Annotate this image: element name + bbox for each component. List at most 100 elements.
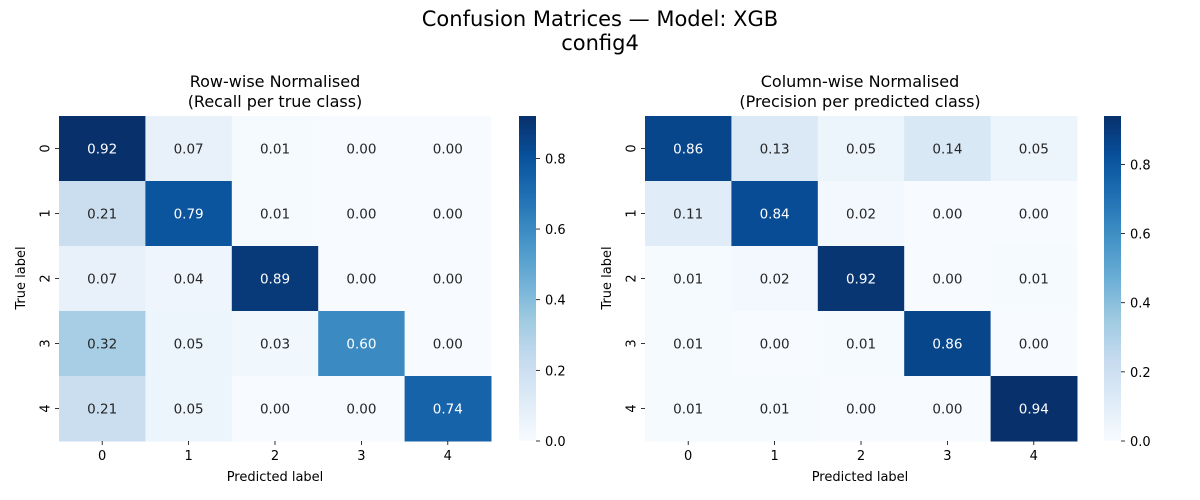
precision-colorbar-tick-label-0.0: 0.0 <box>1130 435 1151 450</box>
recall-heatmap-title-line1: Row-wise Normalised <box>190 72 361 91</box>
precision-cell-label-r4-c0: 0.01 <box>673 402 703 418</box>
recall-colorbar-tick-label-0.6: 0.6 <box>545 223 566 238</box>
precision-cell-label-r0-c4: 0.05 <box>1019 142 1049 158</box>
recall-heatmap-xlabel: Predicted label <box>227 470 324 485</box>
precision-heatmap-panel: Column-wise Normalised (Precision per pr… <box>600 72 1151 485</box>
precision-cell-label-r4-c2: 0.00 <box>846 402 876 418</box>
recall-colorbar <box>519 116 536 441</box>
recall-colorbar-tick-label-0.4: 0.4 <box>545 294 566 309</box>
recall-cell-r3-c1 <box>145 311 233 377</box>
recall-y-tick-label-3: 3 <box>39 339 54 347</box>
precision-cell-label-r4-c4: 0.94 <box>1019 402 1049 418</box>
precision-cell-r3-c0 <box>645 311 732 377</box>
precision-colorbar-tick-label-0.2: 0.2 <box>1130 366 1151 381</box>
precision-cell-label-r2-c2: 0.92 <box>846 272 876 288</box>
recall-cell-r1-c0 <box>59 181 146 247</box>
precision-cell-r4-c0 <box>645 376 732 442</box>
recall-cell-label-r4-c0: 0.21 <box>87 402 117 418</box>
recall-cell-r3-c4 <box>404 311 492 377</box>
recall-cell-label-r4-c3: 0.00 <box>346 402 376 418</box>
precision-cell-label-r1-c0: 0.11 <box>673 207 703 223</box>
precision-cell-r1-c0 <box>645 181 732 247</box>
precision-cell-label-r0-c2: 0.05 <box>846 142 876 158</box>
recall-heatmap-y-ticks: 0 1 2 3 4 <box>39 144 59 413</box>
precision-cell-r3-c1 <box>731 311 819 377</box>
recall-cell-r4-c1 <box>145 376 233 442</box>
precision-colorbar-tick-label-0.6: 0.6 <box>1130 228 1151 243</box>
precision-cell-r0-c2 <box>817 116 905 182</box>
recall-cell-r4-c2 <box>231 376 319 442</box>
precision-y-tick-label-4: 4 <box>625 404 640 412</box>
recall-cell-label-r4-c1: 0.05 <box>174 402 204 418</box>
recall-x-tick-label-3: 3 <box>357 449 365 464</box>
precision-x-tick-label-1: 1 <box>770 449 778 464</box>
recall-cell-r0-c1 <box>145 116 233 182</box>
recall-y-tick-label-0: 0 <box>39 144 54 152</box>
precision-y-tick-label-0: 0 <box>625 144 640 152</box>
precision-cell-label-r4-c1: 0.01 <box>760 402 790 418</box>
recall-cell-r2-c0 <box>59 246 146 312</box>
recall-cell-r2-c4 <box>404 246 492 312</box>
precision-cell-label-r1-c2: 0.02 <box>846 207 876 223</box>
precision-colorbar-tick-label-0.4: 0.4 <box>1130 297 1151 312</box>
recall-cell-r2-c2 <box>231 246 319 312</box>
recall-cell-label-r4-c4: 0.74 <box>433 402 463 418</box>
recall-colorbar-ticks: 0.0 0.2 0.4 0.6 0.8 <box>536 152 566 450</box>
precision-cell-label-r0-c1: 0.13 <box>760 142 790 158</box>
recall-cell-r3-c2 <box>231 311 319 377</box>
precision-colorbar-ticks: 0.0 0.2 0.4 0.6 0.8 <box>1121 158 1151 450</box>
precision-cell-r0-c3 <box>904 116 992 182</box>
precision-cell-r2-c3 <box>904 246 992 312</box>
recall-cell-label-r3-c3: 0.60 <box>346 337 376 353</box>
precision-cell-label-r3-c0: 0.01 <box>673 337 703 353</box>
recall-cell-r0-c0 <box>59 116 146 182</box>
precision-cell-r4-c3 <box>904 376 992 442</box>
recall-cell-label-r0-c3: 0.00 <box>346 142 376 158</box>
precision-x-tick-label-2: 2 <box>857 449 865 464</box>
recall-y-tick-label-2: 2 <box>39 274 54 282</box>
recall-cell-label-r0-c2: 0.01 <box>260 142 290 158</box>
recall-cell-label-r1-c2: 0.01 <box>260 207 290 223</box>
recall-x-tick-label-0: 0 <box>98 449 106 464</box>
precision-cell-label-r2-c4: 0.01 <box>1019 272 1049 288</box>
recall-cell-r3-c0 <box>59 311 146 377</box>
recall-x-tick-label-4: 4 <box>444 449 452 464</box>
precision-cell-r1-c4 <box>990 181 1078 247</box>
precision-cell-label-r4-c3: 0.00 <box>932 402 962 418</box>
precision-cell-label-r2-c0: 0.01 <box>673 272 703 288</box>
precision-colorbar <box>1104 116 1121 441</box>
recall-cell-label-r1-c1: 0.79 <box>174 207 204 223</box>
recall-cell-r0-c3 <box>318 116 406 182</box>
precision-cell-label-r2-c3: 0.00 <box>932 272 962 288</box>
precision-cell-r0-c0 <box>645 116 732 182</box>
precision-x-tick-label-0: 0 <box>684 449 692 464</box>
figure-suptitle-line1: Confusion Matrices — Model: XGB <box>422 7 778 31</box>
precision-cell-r3-c2 <box>817 311 905 377</box>
precision-cell-label-r3-c4: 0.00 <box>1019 337 1049 353</box>
precision-cell-r0-c1 <box>731 116 819 182</box>
precision-cell-r4-c1 <box>731 376 819 442</box>
precision-cell-label-r3-c3: 0.86 <box>932 337 962 353</box>
precision-heatmap-x-ticks: 0 1 2 3 4 <box>684 441 1038 464</box>
recall-y-tick-label-1: 1 <box>39 209 54 217</box>
recall-cell-r4-c3 <box>318 376 406 442</box>
precision-y-tick-label-3: 3 <box>625 339 640 347</box>
recall-cell-label-r0-c1: 0.07 <box>174 142 204 158</box>
recall-x-tick-label-2: 2 <box>271 449 279 464</box>
recall-heatmap-x-ticks: 0 1 2 3 4 <box>98 441 452 464</box>
recall-cell-r1-c1 <box>145 181 233 247</box>
recall-x-tick-label-1: 1 <box>184 449 192 464</box>
recall-colorbar-tick-label-0.8: 0.8 <box>545 152 566 167</box>
precision-heatmap-title-line2: (Precision per predicted class) <box>739 92 980 111</box>
precision-cell-label-r1-c1: 0.84 <box>760 207 790 223</box>
recall-colorbar-tick-label-0.0: 0.0 <box>545 435 566 450</box>
precision-cell-r3-c4 <box>990 311 1078 377</box>
precision-heatmap-ylabel: True label <box>600 246 615 310</box>
recall-heatmap-ylabel: True label <box>14 246 29 310</box>
recall-cell-label-r2-c0: 0.07 <box>87 272 117 288</box>
precision-heatmap-y-ticks: 0 1 2 3 4 <box>625 144 645 413</box>
recall-cell-label-r2-c4: 0.00 <box>433 272 463 288</box>
recall-cell-label-r2-c3: 0.00 <box>346 272 376 288</box>
recall-cell-label-r2-c1: 0.04 <box>174 272 204 288</box>
